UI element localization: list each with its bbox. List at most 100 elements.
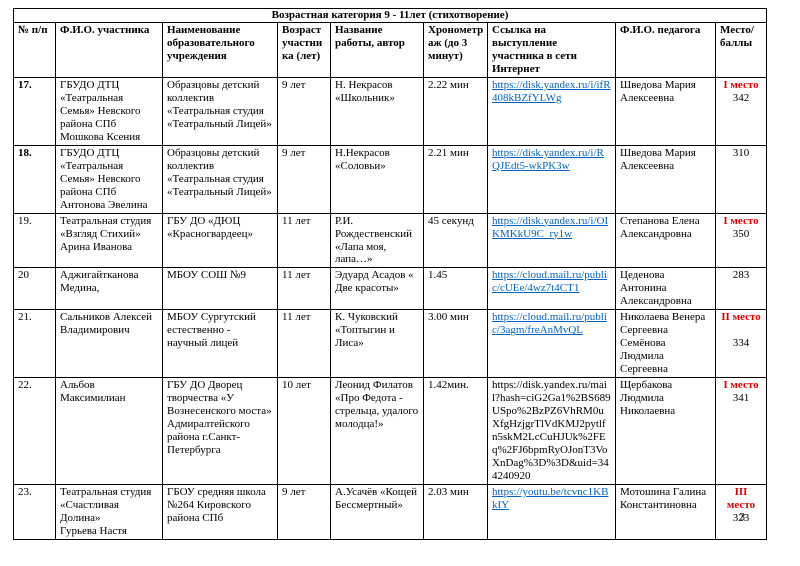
cell-num: 18. bbox=[13, 144, 56, 214]
cell-num: 21. bbox=[13, 309, 56, 379]
cell-institution: Образцовы детский коллектив «Театральная… bbox=[162, 76, 278, 146]
cell-place: I место 342 bbox=[715, 76, 767, 146]
cell-institution: МБОУ СОШ №9 bbox=[162, 267, 278, 311]
place-label: I место bbox=[723, 379, 759, 392]
header-age: Возраст участни ка (лет) bbox=[277, 22, 331, 78]
table-row: 23. Театральная студия «Счастливая Долин… bbox=[13, 483, 767, 540]
cell-age: 11 лет bbox=[277, 309, 331, 379]
performance-link[interactable]: https://disk.yandex.ru/i/OIKMKkU9C_ry1w bbox=[492, 214, 609, 240]
cell-num: 20 bbox=[13, 267, 56, 311]
results-table: Возрастная категория 9 - 11лет (стихотво… bbox=[13, 8, 767, 540]
score-value: 334 bbox=[732, 337, 750, 350]
cell-duration: 2.03 мин bbox=[423, 483, 488, 540]
cell-teacher: Степанова Елена Александровна bbox=[615, 212, 716, 269]
table-row: 17. ГБУДО ДТЦ «Театральная Семья» Невско… bbox=[13, 76, 767, 146]
cell-teacher: Николаева Венера Сергеевна Семёнова Людм… bbox=[615, 309, 716, 379]
cell-age: 9 лет bbox=[277, 76, 331, 146]
header-teacher: Ф.И.О. педагога bbox=[615, 22, 716, 78]
performance-link[interactable]: https://cloud.mail.ru/public/cUEe/4wz7t4… bbox=[492, 269, 607, 295]
cell-work: Р.И. Рождественский «Лапа моя, лапа…» bbox=[330, 212, 424, 269]
table-header-row: № п/п Ф.И.О. участника Наименование обра… bbox=[13, 22, 767, 78]
cell-institution: ГБОУ средняя школа №264 Кировского район… bbox=[162, 483, 278, 540]
cell-num: 17. bbox=[13, 76, 56, 146]
table-row: 20 Аджигайтканова Медина, МБОУ СОШ №9 11… bbox=[13, 267, 767, 311]
table-row: 18. ГБУДО ДТЦ «Театральная Семья» Невско… bbox=[13, 144, 767, 214]
cell-link: https://cloud.mail.ru/public/3agm/freAnM… bbox=[487, 309, 616, 379]
score-value: 283 bbox=[732, 269, 750, 282]
cell-duration: 1.42мин. bbox=[423, 377, 488, 485]
cell-duration: 3.00 мин bbox=[423, 309, 488, 379]
cell-teacher: Шведова Мария Алексеевна bbox=[615, 76, 716, 146]
place-label: I место bbox=[723, 214, 759, 227]
cell-link: https://youtu.be/tcvnc1KBkIY bbox=[487, 483, 616, 540]
table-title: Возрастная категория 9 - 11лет (стихотво… bbox=[13, 8, 767, 23]
place-label: III место bbox=[726, 485, 756, 511]
cell-work: К. Чуковский «Топтыгин и Лиса» bbox=[330, 309, 424, 379]
performance-link[interactable]: https://disk.yandex.ru/i/RQJEdt5-wkPK3w bbox=[492, 146, 604, 172]
cell-num: 23. bbox=[13, 483, 56, 540]
header-institution: Наименование образовательного учреждения bbox=[162, 22, 278, 78]
page-number: 3 bbox=[739, 511, 746, 523]
cell-place: 283 bbox=[715, 267, 767, 311]
cell-num: 22. bbox=[13, 377, 56, 485]
performance-link[interactable]: https://youtu.be/tcvnc1KBkIY bbox=[492, 485, 609, 511]
table-row: 21. Сальников Алексей Владимирович МБОУ … bbox=[13, 309, 767, 379]
cell-participant: Театральная студия «Взгляд Стихий» Арина… bbox=[55, 212, 163, 269]
header-work: Название работы, автор bbox=[330, 22, 424, 78]
cell-teacher: Шведова Мария Алексеевна bbox=[615, 144, 716, 214]
header-link: Ссылка на выступление участника в сети И… bbox=[487, 22, 616, 78]
cell-duration: 45 секунд bbox=[423, 212, 488, 269]
table-row: 22. Альбов Максимилиан ГБУ ДО Дворец тво… bbox=[13, 377, 767, 485]
cell-participant: Альбов Максимилиан bbox=[55, 377, 163, 485]
header-duration: Хронометр аж (до 3 минут) bbox=[423, 22, 488, 78]
score-value: 323 bbox=[732, 511, 750, 524]
score-value: 350 bbox=[732, 227, 750, 240]
cell-age: 9 лет bbox=[277, 144, 331, 214]
cell-age: 11 лет bbox=[277, 212, 331, 269]
cell-teacher: Цеденова Антонина Александровна bbox=[615, 267, 716, 311]
score-value: 310 bbox=[732, 146, 750, 159]
performance-link[interactable]: https://disk.yandex.ru/i/ifR408kBZfYLWg bbox=[492, 78, 611, 104]
cell-teacher: Мотошина Галина Константиновна bbox=[615, 483, 716, 540]
table-row: 19. Театральная студия «Взгляд Стихий» А… bbox=[13, 212, 767, 269]
place-label: II место bbox=[721, 311, 761, 324]
cell-institution: Образцовы детский коллектив «Театральная… bbox=[162, 144, 278, 214]
cell-teacher: Щербакова Людмила Николаевна bbox=[615, 377, 716, 485]
header-num: № п/п bbox=[13, 22, 56, 78]
cell-age: 11 лет bbox=[277, 267, 331, 311]
cell-link: https://cloud.mail.ru/public/cUEe/4wz7t4… bbox=[487, 267, 616, 311]
header-participant: Ф.И.О. участника bbox=[55, 22, 163, 78]
cell-work: Н.Некрасов «Соловьи» bbox=[330, 144, 424, 214]
cell-work: Эдуард Асадов « Две красоты» bbox=[330, 267, 424, 311]
cell-work: Н. Некрасов «Школьник» bbox=[330, 76, 424, 146]
cell-duration: 2.21 мин bbox=[423, 144, 488, 214]
cell-link: https://disk.yandex.ru/i/ifR408kBZfYLWg bbox=[487, 76, 616, 146]
cell-institution: МБОУ Сургутский естественно - научный ли… bbox=[162, 309, 278, 379]
cell-participant: ГБУДО ДТЦ «Театральная Семья» Невского р… bbox=[55, 76, 163, 146]
cell-institution: ГБУ ДО Дворец творчества «У Вознесенског… bbox=[162, 377, 278, 485]
performance-link[interactable]: https://cloud.mail.ru/public/3agm/freAnM… bbox=[492, 311, 607, 337]
cell-age: 10 лет bbox=[277, 377, 331, 485]
cell-institution: ГБУ ДО «ДЮЦ «Красногвардеец» bbox=[162, 212, 278, 269]
performance-link-plain: https://disk.yandex.ru/mail?hash=ciG2Ga1… bbox=[492, 379, 611, 482]
cell-num: 19. bbox=[13, 212, 56, 269]
cell-participant: Театральная студия «Счастливая Долина» Г… bbox=[55, 483, 163, 540]
cell-duration: 1.45 bbox=[423, 267, 488, 311]
cell-participant: Сальников Алексей Владимирович bbox=[55, 309, 163, 379]
cell-work: Леонид Филатов «Про Федота - стрельца, у… bbox=[330, 377, 424, 485]
cell-link: https://disk.yandex.ru/i/RQJEdt5-wkPK3w bbox=[487, 144, 616, 214]
cell-link: https://disk.yandex.ru/i/OIKMKkU9C_ry1w bbox=[487, 212, 616, 269]
cell-place: I место 341 bbox=[715, 377, 767, 485]
cell-participant: Аджигайтканова Медина, bbox=[55, 267, 163, 311]
cell-work: А.Усачёв «Кощей Бессмертный» bbox=[330, 483, 424, 540]
cell-age: 9 лет bbox=[277, 483, 331, 540]
header-place: Место/ баллы bbox=[715, 22, 767, 78]
cell-place: I место 350 bbox=[715, 212, 767, 269]
place-label: I место bbox=[723, 78, 759, 91]
cell-link: https://disk.yandex.ru/mail?hash=ciG2Ga1… bbox=[487, 377, 616, 485]
cell-place: 310 bbox=[715, 144, 767, 214]
cell-participant: ГБУДО ДТЦ «Театральная Семья» Невского р… bbox=[55, 144, 163, 214]
score-value: 341 bbox=[732, 392, 750, 405]
cell-place: II место 334 bbox=[715, 309, 767, 379]
